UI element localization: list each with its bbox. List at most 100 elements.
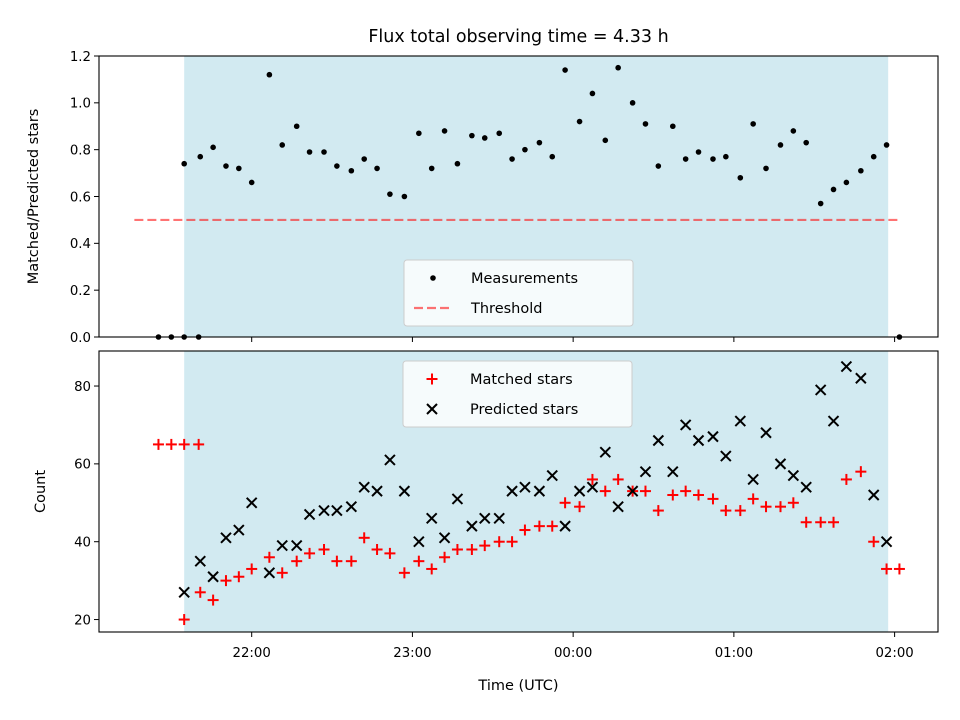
measurement-point [306,149,313,155]
y-tick-label: 0.8 [70,143,91,158]
matched-star-point [815,516,827,528]
measurement-point [883,142,890,148]
predicted-star-point [263,567,276,579]
measurement-point [750,121,756,127]
matched-star-point [868,536,880,548]
predicted-star-point [747,473,759,486]
measurement-point [629,100,636,106]
measurement-point [858,167,864,174]
matched-star-point [559,497,571,509]
legend-entry: Predicted stars [426,402,578,418]
x-tick-label: 00:00 [554,646,592,661]
matched-star-point [493,536,505,548]
matched-star-point [774,501,786,513]
matched-star-point [855,466,867,478]
predicted-star-point [599,446,612,458]
measurement-point [682,156,689,162]
matched-star-point [612,473,624,485]
matched-star-point [304,547,316,559]
measurement-point [481,135,488,141]
matched-star-point [840,473,852,485]
measurement-point [589,90,596,97]
measurement-point [803,139,810,146]
measurement-point [266,71,273,78]
y-tick-label: 0.2 [70,284,91,299]
matched-star-point [707,493,719,505]
measurement-point [843,179,850,186]
matched-star-point [233,571,245,583]
measurement-point [522,146,528,153]
matched-star-point [466,543,478,555]
measurement-point [615,64,621,71]
matched-star-point [165,438,177,450]
measurement-point [790,128,797,134]
matched-star-point [398,567,410,579]
matched-star-point [439,551,451,563]
matched-star-point [207,594,219,606]
panel-2: 20 40 60 80 22:00 23:00 00:00 01:00 02:00 Count Ma… [33,350,939,661]
matched-star-point [720,505,732,517]
predicted-star-point [245,497,258,509]
legend-label: Predicted stars [470,402,578,418]
y-tick-label: 60 [74,458,91,473]
predicted-star-point [692,434,705,447]
matched-star-point [331,555,343,567]
predicted-star-point [573,485,586,497]
measurement-point [416,130,422,137]
y-tick-label: 80 [74,380,91,395]
matched-star-point [652,505,664,517]
measurement-point [236,165,242,172]
predicted-star-point [734,415,747,427]
predicted-star-point [384,454,396,466]
matched-star-point [667,489,679,501]
matched-star-point [893,563,905,575]
matched-star-point [426,563,438,575]
predicted-star-point [880,535,893,548]
matched-star-point [800,516,812,528]
predicted-star-point [358,481,370,493]
predicted-star-point [652,434,665,447]
measurement-point [576,118,583,125]
x-tick-label: 01:00 [715,646,753,661]
matched-star-point [479,540,491,552]
measurement-point [870,153,877,160]
legend-label: Threshold [470,301,542,317]
predicted-star-point [774,458,787,470]
matched-star-point [371,543,383,555]
matched-star-point [291,555,303,567]
y-tick-label: 1.2 [70,50,91,65]
legend-label: Matched stars [470,372,573,388]
predicted-star-point [787,469,800,482]
legend-box [403,259,634,327]
matched-star-point [787,497,799,509]
measurement-point [348,167,355,174]
predicted-star-point [466,520,478,532]
predicted-star-point [493,512,505,525]
predicted-star-point [398,485,411,497]
measurement-point [374,165,380,172]
matched-star-point [574,501,586,513]
y-axis-label: Matched/Predicted stars [26,109,42,285]
predicted-star-point [318,504,330,517]
predicted-star-point [855,372,867,384]
panel-1: 0.0 0.2 0.4 0.6 0.8 1.0 1.2 Matched/Predicted s… [26,50,939,346]
series-matched-stars [152,438,905,626]
matched-star-point [384,547,396,559]
matched-star-point [246,563,258,575]
predicted-star-point [559,520,571,532]
matched-star-point [693,489,705,501]
measurement-point [763,165,769,172]
predicted-star-point [290,539,303,552]
measurement-point [777,142,784,148]
measurement-point [223,163,229,169]
legend-entry: Threshold [414,301,542,317]
predicted-star-point [207,571,219,583]
measurement-point [710,156,716,162]
x-axis-label: Time (UTC) [477,678,558,694]
measurement-point [669,123,676,130]
legend-box [402,360,633,428]
matched-star-point [263,551,275,563]
predicted-star-point [626,485,639,497]
measurement-point [562,67,568,73]
